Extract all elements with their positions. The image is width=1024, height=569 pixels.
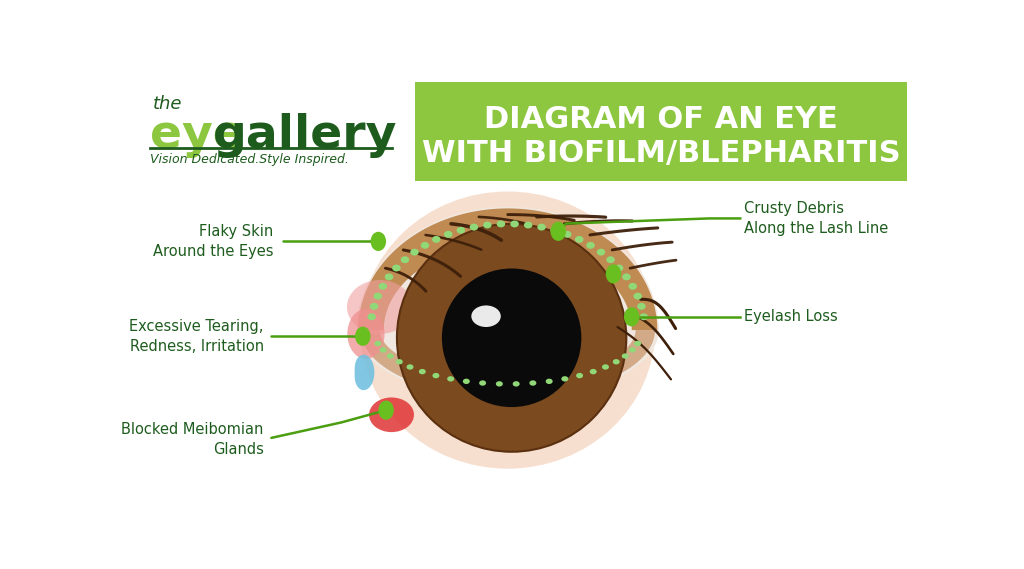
Text: Flaky Skin
Around the Eyes: Flaky Skin Around the Eyes [154,224,273,259]
Ellipse shape [407,364,414,370]
Ellipse shape [483,221,492,229]
Polygon shape [354,354,375,390]
Ellipse shape [471,306,501,327]
Ellipse shape [374,292,382,300]
Ellipse shape [513,381,519,386]
Ellipse shape [370,303,378,310]
Ellipse shape [550,227,559,234]
Ellipse shape [411,249,419,255]
Bar [415,82,907,181]
Text: the: the [153,95,182,113]
Ellipse shape [379,283,387,290]
Ellipse shape [605,264,622,283]
Ellipse shape [396,359,402,365]
Ellipse shape [529,380,537,386]
Text: Eyelash Loss: Eyelash Loss [744,310,838,324]
Ellipse shape [371,232,386,251]
Ellipse shape [347,280,413,334]
Ellipse shape [432,373,439,378]
Text: eye: eye [150,113,245,158]
Ellipse shape [538,224,546,230]
Ellipse shape [587,242,595,249]
Text: Excessive Tearing,
Redness, Irritation: Excessive Tearing, Redness, Irritation [129,319,263,354]
Ellipse shape [624,307,639,327]
Ellipse shape [574,236,584,243]
Ellipse shape [612,359,620,365]
Ellipse shape [463,378,470,384]
Ellipse shape [392,265,400,271]
Ellipse shape [369,398,414,432]
Ellipse shape [387,353,394,358]
Text: Crusty Debris
Along the Lash Line: Crusty Debris Along the Lash Line [744,201,889,236]
Ellipse shape [590,369,597,374]
Ellipse shape [637,303,646,310]
Ellipse shape [397,224,627,452]
Ellipse shape [355,327,371,346]
Ellipse shape [368,314,376,320]
Ellipse shape [421,242,429,249]
Ellipse shape [496,381,503,386]
Ellipse shape [629,347,636,353]
Ellipse shape [577,373,583,378]
Ellipse shape [622,353,629,358]
Ellipse shape [447,376,455,382]
Ellipse shape [380,347,387,353]
Ellipse shape [524,221,532,229]
Ellipse shape [597,249,605,255]
Ellipse shape [551,222,566,241]
Ellipse shape [444,231,453,238]
Ellipse shape [634,341,641,346]
Ellipse shape [432,236,440,243]
Ellipse shape [629,283,637,290]
Ellipse shape [442,269,582,407]
Polygon shape [356,207,658,399]
Ellipse shape [479,380,486,386]
Polygon shape [358,208,657,330]
Ellipse shape [385,274,393,281]
Ellipse shape [563,231,571,238]
Ellipse shape [614,265,624,271]
Text: Vision Dedicated.Style Inspired.: Vision Dedicated.Style Inspired. [150,153,348,166]
Ellipse shape [510,220,519,228]
Ellipse shape [400,256,410,263]
Ellipse shape [360,192,655,469]
Ellipse shape [561,376,568,382]
Ellipse shape [375,341,381,346]
Ellipse shape [606,256,614,263]
Ellipse shape [634,292,642,300]
Ellipse shape [470,224,478,230]
Ellipse shape [546,378,553,384]
Ellipse shape [640,314,648,320]
Ellipse shape [623,274,631,281]
Ellipse shape [419,369,426,374]
Text: gallery: gallery [213,113,397,158]
Text: Blocked Meibomian
Glands: Blocked Meibomian Glands [121,422,263,457]
Ellipse shape [347,309,385,359]
Polygon shape [360,330,655,398]
Text: WITH BIOFILM/BLEPHARITIS: WITH BIOFILM/BLEPHARITIS [422,139,900,168]
Ellipse shape [457,227,465,234]
Ellipse shape [602,364,609,370]
Text: DIAGRAM OF AN EYE: DIAGRAM OF AN EYE [484,105,838,134]
Ellipse shape [378,401,394,420]
Ellipse shape [497,220,505,228]
